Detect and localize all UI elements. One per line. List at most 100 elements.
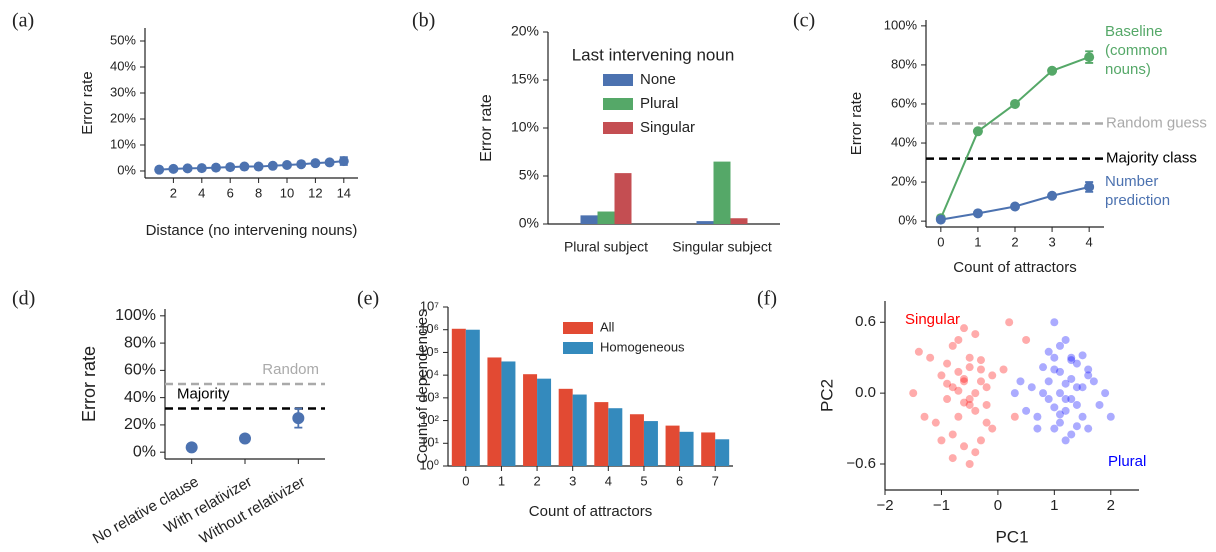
series-line xyxy=(939,56,1090,219)
x-axis-label: PC1 xyxy=(995,527,1028,546)
point xyxy=(1072,383,1081,392)
y-tick-label: 0% xyxy=(519,215,539,231)
legend-swatch xyxy=(603,74,633,86)
legend-swatch xyxy=(603,98,633,110)
point xyxy=(909,389,918,398)
point xyxy=(1039,389,1048,398)
error-bar xyxy=(294,407,303,429)
point xyxy=(1055,410,1064,419)
bar xyxy=(451,328,466,466)
point xyxy=(1095,400,1104,409)
point xyxy=(1010,412,1019,421)
point xyxy=(1010,201,1020,212)
bar xyxy=(501,361,516,466)
bar xyxy=(730,218,748,224)
y-tick-label: 20% xyxy=(110,110,136,125)
bar xyxy=(643,421,658,466)
y-tick-label: 40% xyxy=(110,58,136,73)
point xyxy=(1050,365,1059,374)
point xyxy=(1055,418,1064,427)
bar xyxy=(665,425,680,466)
point xyxy=(1061,395,1070,404)
x-tick-label: 1 xyxy=(498,473,505,488)
point xyxy=(943,395,952,404)
y-tick-label: 80% xyxy=(124,334,156,351)
point xyxy=(1055,341,1064,350)
y-tick-label: 10⁶ xyxy=(419,321,439,336)
y-tick-label: 30% xyxy=(110,84,136,99)
point xyxy=(1061,379,1070,388)
point xyxy=(954,335,963,344)
legend-swatch xyxy=(563,322,593,334)
bar xyxy=(715,439,730,466)
point xyxy=(960,324,969,333)
error-bar xyxy=(339,156,348,166)
y-axis-label: Error rate xyxy=(79,71,96,134)
point xyxy=(965,460,974,469)
point xyxy=(965,400,974,409)
y-tick-label: 0.0 xyxy=(855,384,876,401)
x-tick-label: 4 xyxy=(605,473,612,488)
point xyxy=(982,418,991,427)
point xyxy=(1033,412,1042,421)
panel-label: (f) xyxy=(757,288,777,310)
y-tick-label: 10⁵ xyxy=(419,344,439,359)
panel-label: (a) xyxy=(12,10,34,32)
x-tick-label: 2 xyxy=(533,473,540,488)
point xyxy=(1039,363,1048,372)
point xyxy=(948,341,957,350)
point xyxy=(1044,347,1053,356)
error-bar xyxy=(325,159,334,166)
point xyxy=(211,162,221,173)
x-tick-label: 2 xyxy=(1107,497,1115,514)
point xyxy=(1078,383,1087,392)
point xyxy=(1005,318,1014,327)
x-tick-label: 0 xyxy=(994,497,1002,514)
point xyxy=(1010,389,1019,398)
bar xyxy=(597,211,615,224)
point xyxy=(185,441,198,454)
x-axis-label: Count of attractors xyxy=(529,503,652,520)
y-tick-label: 15% xyxy=(511,71,539,87)
y-tick-label: 5% xyxy=(519,167,539,183)
y-axis-label: PC2 xyxy=(817,379,836,412)
point xyxy=(937,436,946,445)
y-tick-label: 10⁰ xyxy=(419,457,439,472)
reference-label: Majority class xyxy=(1106,150,1197,167)
point xyxy=(1072,400,1081,409)
bar xyxy=(679,431,694,466)
y-axis-label: Error rate xyxy=(478,94,495,162)
panel-label: (c) xyxy=(793,10,815,32)
x-tick-label: Plural subject xyxy=(564,239,648,255)
point xyxy=(1010,98,1020,109)
bar xyxy=(487,357,502,466)
point xyxy=(1050,424,1059,433)
bar xyxy=(713,161,731,224)
point xyxy=(1061,335,1070,344)
point xyxy=(1055,367,1064,376)
point xyxy=(1067,395,1076,404)
point xyxy=(971,389,980,398)
legend-title: Last intervening noun xyxy=(572,45,735,64)
x-axis-label: Distance (no intervening nouns) xyxy=(146,222,358,239)
x-tick-label: 10 xyxy=(280,185,294,200)
y-tick-label: 10³ xyxy=(420,389,439,404)
point xyxy=(1027,383,1036,392)
point xyxy=(1061,436,1070,445)
point xyxy=(1101,389,1110,398)
legend-label: Plural xyxy=(640,95,678,112)
point xyxy=(1067,356,1076,365)
series-label: Plural xyxy=(1108,453,1146,470)
y-tick-label: 100% xyxy=(115,307,156,324)
point xyxy=(971,330,980,339)
point xyxy=(182,163,193,174)
point xyxy=(988,424,997,433)
point xyxy=(965,353,974,362)
bar xyxy=(572,394,587,466)
legend-label: Singular xyxy=(640,119,695,136)
point xyxy=(1067,353,1076,362)
x-tick-label: 4 xyxy=(198,185,205,200)
series-label: Singular xyxy=(905,311,960,328)
point xyxy=(1061,406,1070,415)
